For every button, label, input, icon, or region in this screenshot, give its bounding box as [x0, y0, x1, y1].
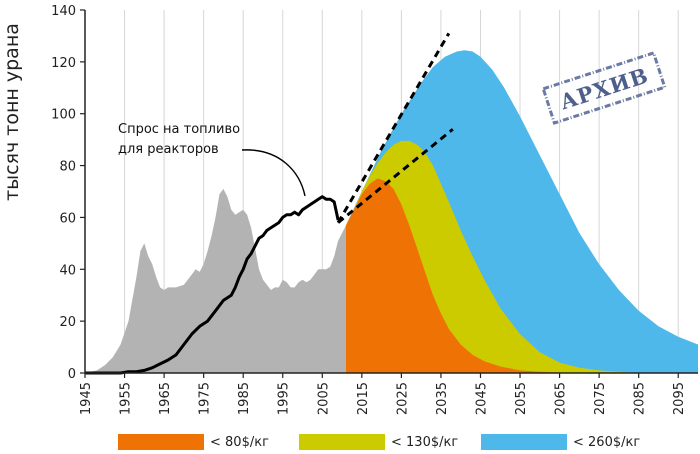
x-tick-label-2045: 2045	[475, 382, 490, 415]
y-tick-label-60: 60	[59, 211, 76, 226]
x-tick-label-2075: 2075	[593, 382, 608, 415]
x-tick-label-2065: 2065	[554, 382, 569, 415]
legend-swatch-lt260	[481, 434, 567, 450]
y-axis-label: тысяч тонн урана	[1, 23, 23, 201]
line-series	[85, 32, 454, 375]
x-tick-label-1975: 1975	[198, 382, 213, 415]
y-tick-label-0: 0	[68, 367, 76, 382]
x-tick-label-2085: 2085	[633, 382, 648, 415]
axes	[84, 10, 698, 374]
legend-label-lt260: < 260$/кг	[573, 434, 641, 450]
x-tick-label-2035: 2035	[435, 382, 450, 415]
legend-item-lt260: < 260$/кг	[481, 433, 640, 451]
legend-item-lt130: < 130$/кг	[299, 433, 458, 451]
annotation-leader	[241, 149, 306, 197]
x-tick-label-1985: 1985	[237, 382, 252, 415]
legend-label-lt130: < 130$/кг	[391, 434, 459, 450]
x-tick-label-1995: 1995	[277, 382, 292, 415]
legend-item-lt80: < 80$/кг	[118, 433, 269, 451]
y-tick-label-40: 40	[59, 263, 76, 278]
x-tick-label-1955: 1955	[119, 382, 134, 415]
x-tick-label-1945: 1945	[79, 382, 94, 415]
archive-stamp: АРХИВ	[541, 51, 667, 125]
x-tick-label-2015: 2015	[356, 382, 371, 415]
projection-dash-high	[336, 32, 451, 224]
projection-dash-low	[337, 128, 454, 224]
y-tick-label-100: 100	[51, 108, 76, 123]
y-tick-label-120: 120	[51, 56, 76, 71]
y-tick-label-80: 80	[59, 160, 76, 175]
y-tick-labels: 0 20 40 60 80 100 120 140	[51, 4, 85, 382]
legend-swatch-lt130	[299, 434, 385, 450]
area-historical	[85, 188, 346, 373]
x-tick-labels: 1945 1955 1965 1975 1985 1995 2005 2015 2025 2035…	[79, 373, 687, 415]
legend-label-lt80: < 80$/кг	[210, 434, 269, 450]
demand-annotation: Спрос на топливо для реакторов	[118, 122, 306, 197]
y-tick-label-20: 20	[59, 315, 76, 330]
x-tick-label-2095: 2095	[672, 382, 687, 415]
x-tick-label-2005: 2005	[316, 382, 331, 415]
legend-swatch-lt80	[118, 434, 204, 450]
area-lt80	[346, 178, 600, 373]
demand-line	[85, 195, 340, 375]
annotation-line-1: Спрос на топливо	[118, 122, 240, 137]
annotation-line-2: для реакторов	[118, 142, 219, 157]
y-tick-label-140: 140	[51, 4, 76, 19]
x-tick-label-2025: 2025	[395, 382, 410, 415]
x-tick-label-1965: 1965	[158, 382, 173, 415]
area-series	[85, 50, 698, 373]
x-tick-label-2055: 2055	[514, 382, 529, 415]
